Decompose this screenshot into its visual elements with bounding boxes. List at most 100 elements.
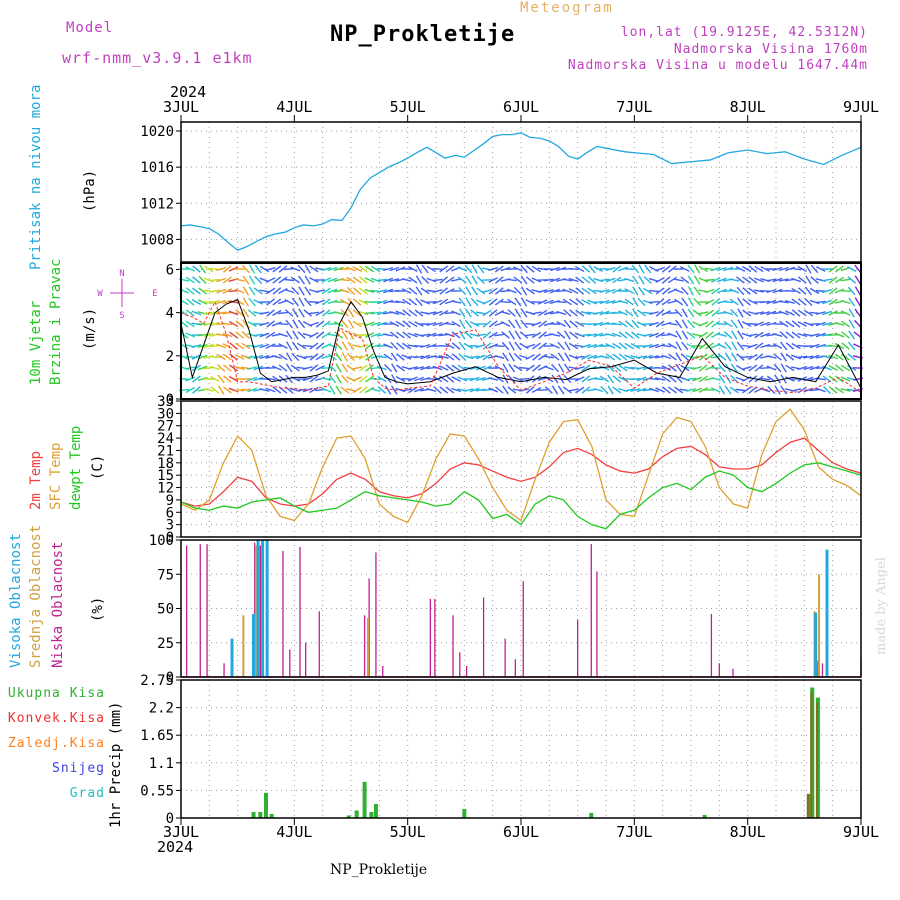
- wind-arrow: [675, 352, 682, 362]
- wind-arrow: [538, 353, 548, 361]
- wind-arrow: [668, 353, 677, 361]
- wind-arrow: [810, 276, 819, 284]
- wind-arrow: [401, 354, 412, 360]
- wind-arrow: [495, 287, 504, 295]
- wind-arrow: [420, 376, 431, 382]
- wind-arrow: [358, 299, 369, 305]
- wind-arrow: [618, 376, 628, 382]
- wind-arrow: [346, 276, 356, 284]
- wind-arrow: [347, 330, 355, 340]
- wind-arrow: [809, 322, 820, 326]
- wind-arrow: [445, 343, 455, 349]
- wind-arrow: [705, 309, 715, 317]
- wind-arrow: [309, 364, 319, 372]
- wind-arrow: [624, 309, 634, 317]
- wind-arrow: [266, 331, 276, 339]
- wind-arrow: [340, 374, 349, 384]
- wind-arrow: [698, 265, 709, 273]
- wind-arrow: [469, 355, 480, 359]
- legend-hail: Grad: [69, 786, 105, 801]
- wind-arrow: [371, 265, 381, 273]
- wind-arrow: [377, 375, 387, 383]
- wind-arrow: [531, 321, 542, 327]
- wind-arrow: [803, 355, 814, 359]
- panel-frame: [180, 400, 862, 538]
- wind-arrow: [265, 343, 276, 349]
- wind-arrow: [192, 386, 201, 394]
- wind-arrow: [488, 331, 498, 339]
- wind-arrow: [199, 264, 207, 274]
- wind-arrow: [661, 298, 671, 306]
- wind-arrow: [265, 277, 276, 283]
- wind-arrow: [459, 308, 466, 318]
- wind-arrow: [581, 364, 591, 372]
- wind-arrow: [420, 333, 431, 337]
- wind-arrow: [779, 331, 788, 339]
- wind-arrow: [675, 341, 682, 351]
- wind-arrow: [389, 301, 400, 303]
- wind-arrow: [340, 386, 350, 394]
- wind-arrow: [642, 343, 653, 349]
- wind-arrow: [420, 343, 431, 349]
- wind-arrow: [432, 355, 443, 359]
- wind-arrow: [681, 330, 689, 340]
- wind-arrow: [376, 289, 387, 293]
- wind-arrow: [445, 386, 455, 394]
- wind-arrow: [655, 343, 666, 349]
- x-tick-label-bottom: 6JUL: [503, 823, 539, 841]
- wind-arrow: [321, 331, 331, 339]
- wind-arrow: [471, 286, 479, 296]
- wind-arrow: [451, 331, 461, 339]
- wind-arrow: [549, 333, 561, 337]
- wind-arrow: [309, 265, 319, 273]
- wind-arrow: [389, 278, 400, 282]
- wind-arrow: [718, 363, 726, 373]
- wind-arrow: [599, 375, 610, 383]
- precip-total-bar: [373, 803, 378, 818]
- wind-arrow: [185, 320, 195, 328]
- wind-arrow: [488, 266, 499, 272]
- wind-arrow: [370, 311, 381, 315]
- wind-arrow: [501, 341, 510, 351]
- wind-arrow: [754, 277, 764, 283]
- precip-total-bar: [362, 781, 367, 818]
- wind-arrow: [185, 386, 195, 394]
- wind-arrow: [631, 331, 640, 339]
- wind-arrow: [711, 298, 721, 306]
- wind-arrow: [291, 341, 299, 351]
- wind-arrow: [747, 323, 758, 325]
- wind-arrow: [809, 343, 820, 349]
- wind-arrow: [391, 363, 398, 373]
- wind-arrow: [383, 353, 393, 361]
- y-tick-label: 21: [157, 443, 174, 459]
- wind-arrow: [463, 342, 474, 350]
- wind-arrow: [638, 275, 645, 285]
- wind-arrow: [698, 277, 709, 283]
- wind-arrow: [476, 287, 486, 295]
- wind-arrow: [631, 264, 640, 274]
- wind-arrow: [210, 375, 220, 383]
- wind-arrow: [259, 311, 270, 315]
- wind-arrow: [507, 309, 516, 317]
- wind-arrow: [377, 386, 387, 394]
- wind-arrow: [315, 331, 325, 339]
- wind-arrow: [569, 309, 578, 317]
- wind-arrow: [364, 386, 375, 394]
- wind-arrow: [247, 355, 258, 359]
- wind-arrow: [575, 287, 585, 295]
- x-tick-label-top: 6JUL: [503, 98, 539, 116]
- wind-arrow: [772, 343, 783, 349]
- wind-arrow: [661, 386, 671, 394]
- wind-arrow: [520, 275, 528, 285]
- wind-arrow: [259, 388, 270, 392]
- wind-arrow: [730, 363, 738, 373]
- wind-arrow: [292, 330, 299, 340]
- wind-arrow: [834, 322, 845, 326]
- wind-arrow: [694, 264, 701, 274]
- wind-arrow: [329, 385, 336, 395]
- wind-arrow: [693, 297, 702, 307]
- wind-arrow: [611, 322, 622, 326]
- wind-arrow: [192, 276, 201, 284]
- wind-arrow: [278, 343, 288, 349]
